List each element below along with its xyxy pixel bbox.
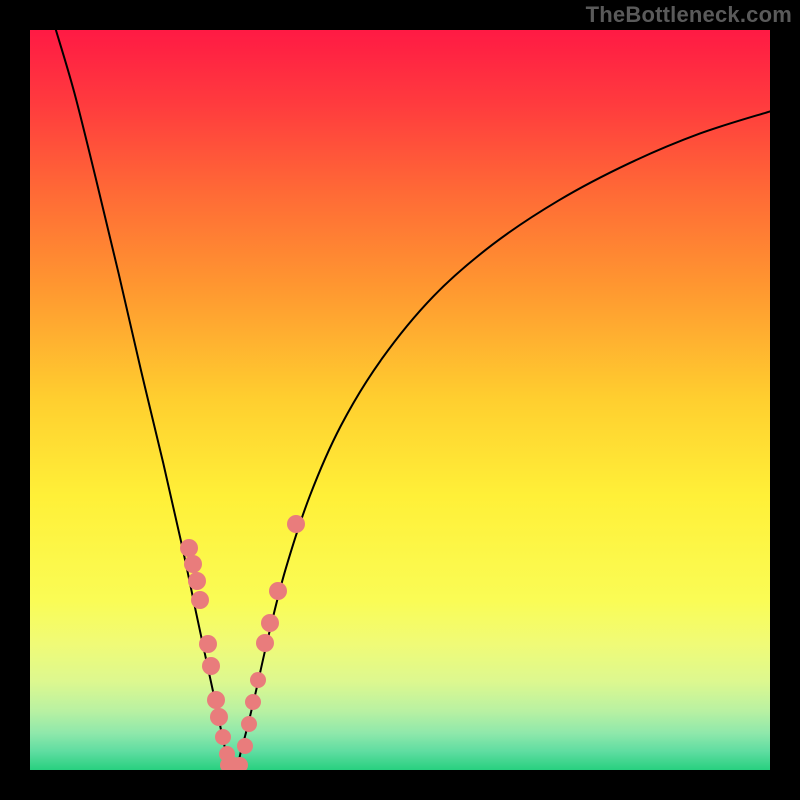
data-marker (237, 738, 253, 754)
data-marker (202, 657, 220, 675)
watermark-text: TheBottleneck.com (586, 2, 792, 28)
data-marker (261, 614, 279, 632)
chart-frame: TheBottleneck.com (0, 0, 800, 800)
data-marker (184, 555, 202, 573)
data-marker (241, 716, 257, 732)
bottleneck-curve (56, 30, 770, 766)
data-marker (215, 729, 231, 745)
data-marker (199, 635, 217, 653)
data-marker (250, 672, 266, 688)
plot-area (30, 30, 770, 770)
curve-layer (30, 30, 770, 770)
data-marker (232, 757, 248, 770)
data-marker (245, 694, 261, 710)
data-marker (207, 691, 225, 709)
data-marker (269, 582, 287, 600)
data-marker (188, 572, 206, 590)
data-marker (191, 591, 209, 609)
data-marker (180, 539, 198, 557)
data-marker (210, 708, 228, 726)
data-marker (256, 634, 274, 652)
data-marker (287, 515, 305, 533)
